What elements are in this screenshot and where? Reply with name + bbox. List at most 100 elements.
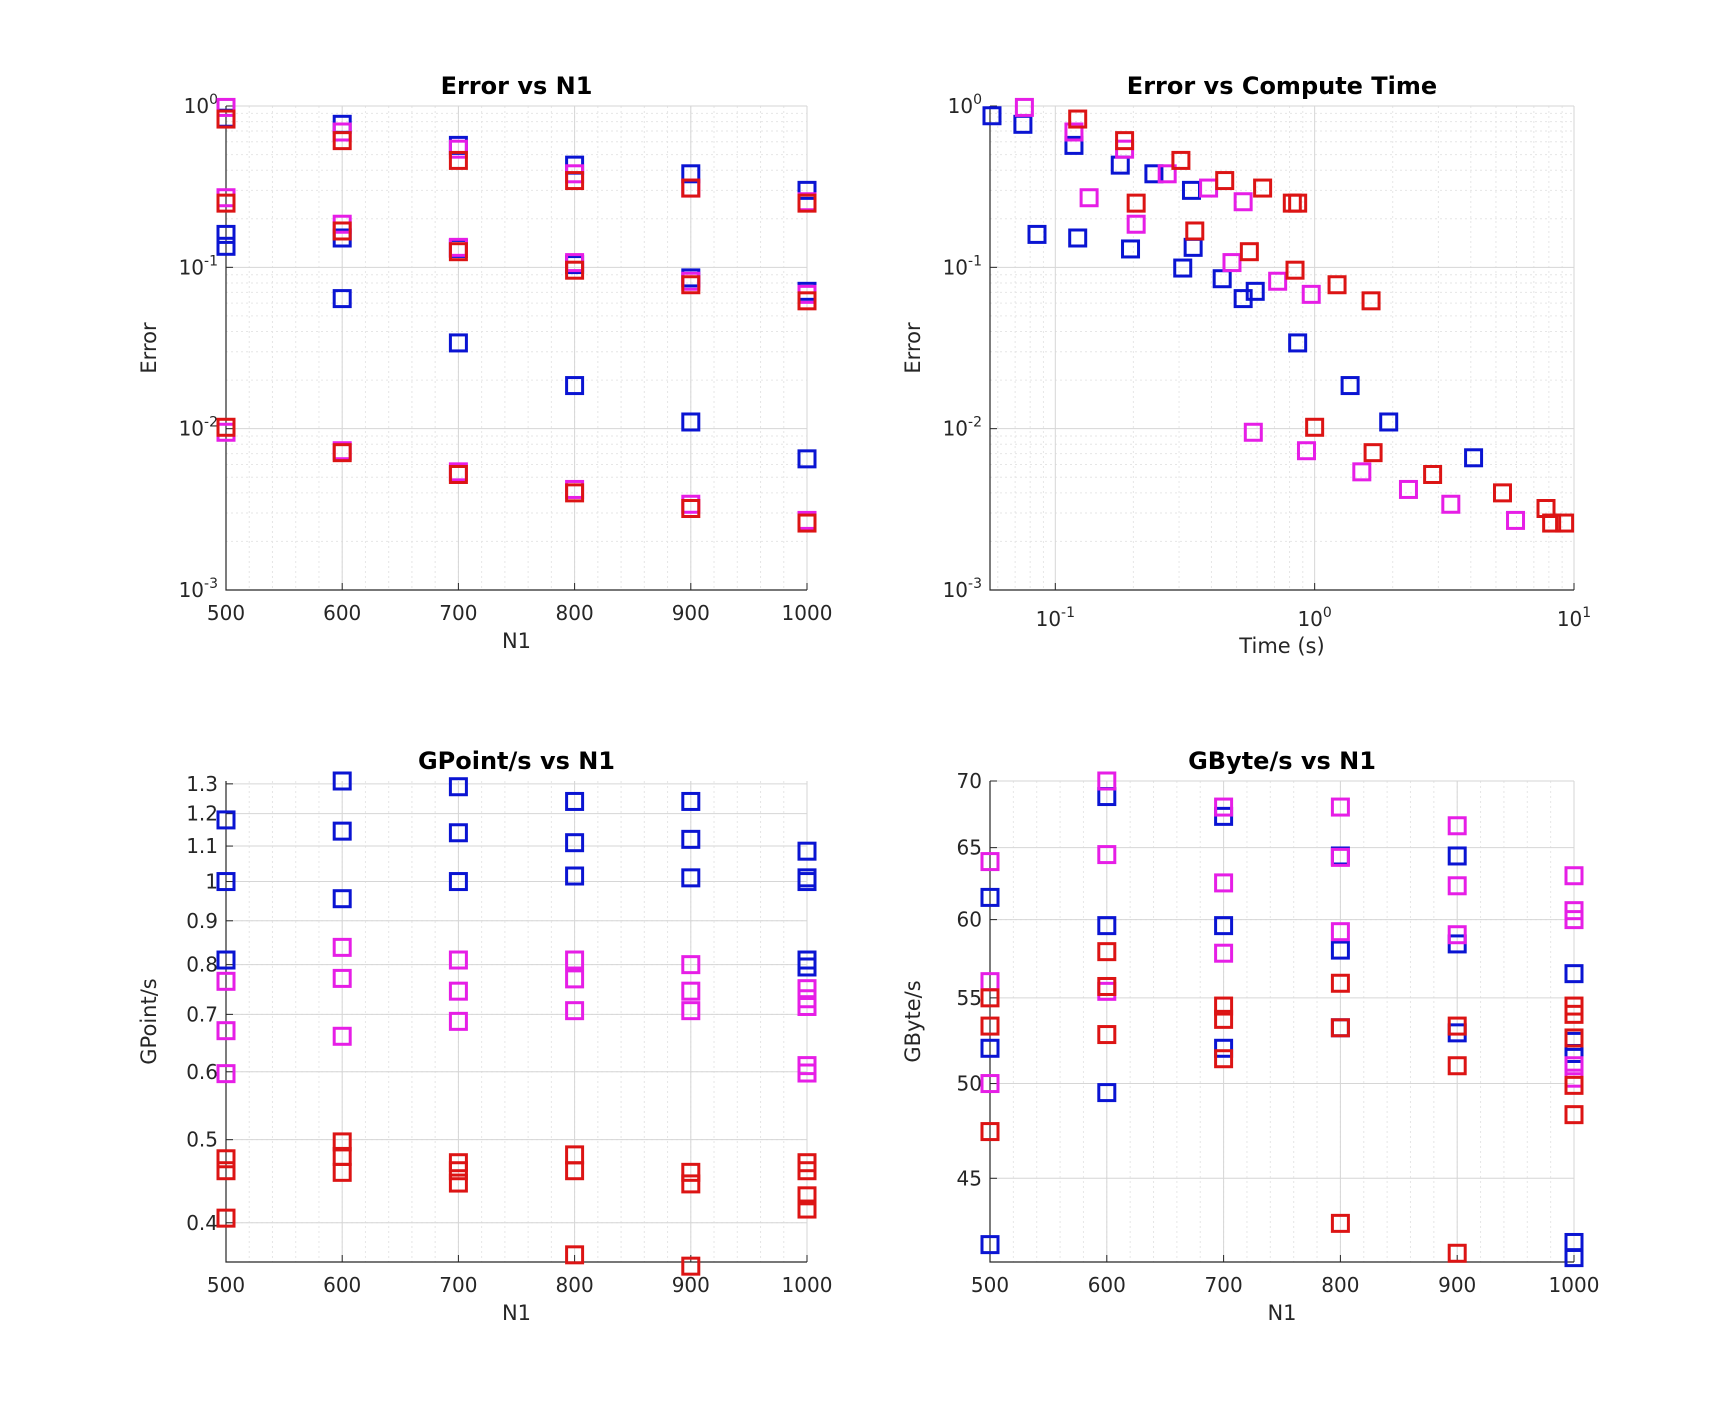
x-tick-label: 1000 — [782, 601, 833, 625]
data-point — [980, 1235, 1000, 1255]
data-point — [1447, 1243, 1467, 1263]
data-point — [1327, 275, 1347, 295]
data-point — [1097, 1025, 1117, 1045]
y-tick-label: 0.6 — [186, 1060, 218, 1084]
series-red — [216, 1132, 817, 1276]
data-point — [1245, 281, 1265, 301]
data-point — [797, 193, 817, 213]
data-point — [216, 872, 236, 892]
data-point — [1013, 114, 1033, 134]
data-point — [980, 887, 1000, 907]
y-tick-label: 10-3 — [943, 576, 982, 602]
data-point — [448, 1011, 468, 1031]
y-tick-label: 10-1 — [943, 253, 982, 279]
data-point — [1340, 376, 1360, 396]
data-point — [216, 1064, 236, 1084]
x-tick-label: 900 — [672, 601, 710, 625]
data-point — [1301, 284, 1321, 304]
x-tick-label: 900 — [672, 1273, 710, 1297]
y-tick-label: 100 — [948, 92, 982, 118]
grid — [225, 105, 808, 591]
data-point — [980, 1122, 1000, 1142]
data-point — [332, 221, 352, 241]
x-tick-label: 800 — [556, 1273, 594, 1297]
y-tick-label: 55 — [957, 986, 982, 1010]
data-point — [1330, 922, 1350, 942]
data-point — [1361, 291, 1381, 311]
y-tick-label: 50 — [957, 1072, 982, 1096]
data-point — [216, 97, 236, 117]
data-point — [565, 969, 585, 989]
chart-title: GPoint/s vs N1 — [418, 747, 615, 775]
data-point — [1115, 131, 1135, 151]
series-blue — [216, 108, 817, 469]
data-point — [797, 1161, 817, 1181]
y-tick-label: 60 — [957, 908, 982, 932]
data-point — [1447, 1016, 1467, 1036]
data-point — [1214, 916, 1234, 936]
x-tick-label: 700 — [1205, 1273, 1243, 1297]
chart-title: Error vs Compute Time — [1127, 72, 1437, 100]
data-point — [448, 981, 468, 1001]
x-axis-label: N1 — [502, 629, 531, 653]
series-red — [980, 942, 1584, 1263]
data-point — [565, 833, 585, 853]
data-point — [1542, 513, 1562, 533]
data-point — [1288, 333, 1308, 353]
grid — [990, 105, 1575, 591]
data-point — [1110, 155, 1130, 175]
y-axis-label: GPoint/s — [137, 978, 161, 1064]
x-tick-label: 10-1 — [1036, 605, 1075, 631]
data-point — [1288, 193, 1308, 213]
y-tick-label: 10-2 — [943, 415, 982, 441]
data-point — [1064, 122, 1084, 142]
x-tick-label: 600 — [323, 1273, 361, 1297]
data-point — [216, 1161, 236, 1181]
y-tick-label: 1.2 — [186, 802, 218, 826]
data-point — [1243, 422, 1263, 442]
data-point — [681, 791, 701, 811]
data-point — [216, 810, 236, 830]
data-point — [1121, 239, 1141, 259]
plot-error-vs-n1: 10-3 10-2 10-1 100 500 600 700 800 900 1000 Error … — [137, 72, 832, 653]
data-point — [1285, 260, 1305, 280]
data-point — [1379, 412, 1399, 432]
data-point — [1555, 513, 1575, 533]
y-tick-label: 1.1 — [186, 834, 218, 858]
data-point — [797, 180, 817, 200]
data-point — [1097, 916, 1117, 936]
data-point — [1564, 866, 1584, 886]
data-point — [565, 950, 585, 970]
y-tick-label: 65 — [957, 836, 982, 860]
y-axis-label: Error — [137, 322, 161, 374]
data-point — [1214, 873, 1234, 893]
data-point — [448, 1173, 468, 1193]
data-point — [565, 1001, 585, 1021]
data-point — [1222, 253, 1242, 273]
data-point — [332, 821, 352, 841]
data-point — [1214, 797, 1234, 817]
y-tick-label: 10-2 — [179, 415, 218, 441]
x-tick-label: 500 — [207, 601, 245, 625]
y-tick-label: 0.8 — [186, 953, 218, 977]
data-point — [1214, 1049, 1234, 1069]
x-tick-label: 500 — [971, 1273, 1009, 1297]
data-point — [332, 131, 352, 151]
data-point — [1352, 462, 1372, 482]
data-point — [448, 1161, 468, 1181]
data-point — [1506, 510, 1526, 530]
data-point — [565, 376, 585, 396]
data-point — [1330, 847, 1350, 867]
data-point — [1199, 178, 1219, 198]
data-point — [1330, 940, 1350, 960]
series-magenta — [980, 771, 1584, 1094]
data-point — [1214, 996, 1234, 1016]
data-point — [681, 1162, 701, 1182]
y-tick-label: 0.4 — [186, 1211, 218, 1235]
data-point — [1398, 479, 1418, 499]
data-point — [1492, 483, 1512, 503]
data-point — [797, 1063, 817, 1083]
data-point — [1447, 846, 1467, 866]
data-point — [448, 872, 468, 892]
